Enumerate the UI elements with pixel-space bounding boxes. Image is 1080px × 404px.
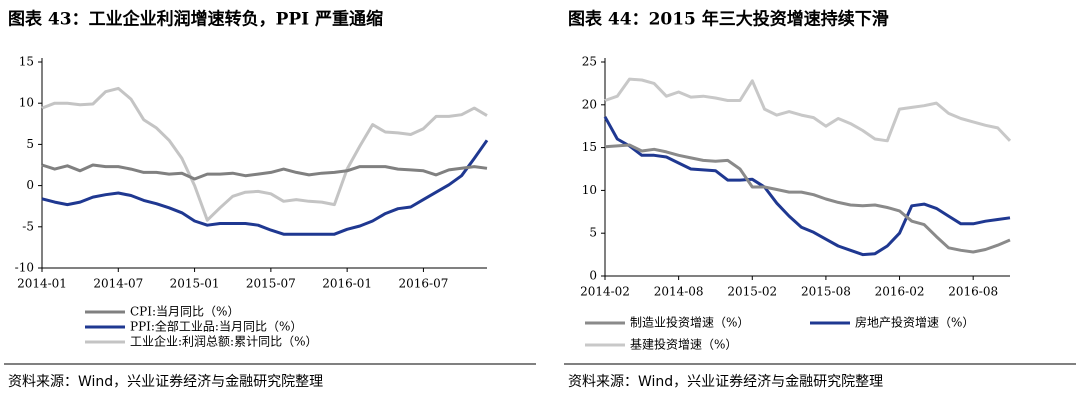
series-line [604,77,1012,143]
x-tick-label: 2016-02 [875,285,925,299]
y-tick-label: 0 [26,178,34,192]
legend-label: 房地产投资增速（%） [855,315,974,330]
legend-label: 基建投资增速（%） [630,337,737,352]
legend-label: 制造业投资增速（%） [630,315,749,330]
x-tick-label: 2015-07 [246,277,296,291]
y-tick-label: 15 [19,55,34,69]
legend-label: CPI:当月同比（%） [130,305,239,319]
source-note: 资料来源：Wind，兴业证券经济与金融研究院整理 [8,374,323,390]
series-line [41,139,489,236]
chart-title: 图表 43：工业企业利润增速转负，PPI 严重通缩 [8,9,383,30]
y-tick-label: 25 [582,55,597,69]
y-tick-label: 5 [26,137,34,151]
x-tick-label: 2016-07 [398,277,448,291]
x-tick-label: 2014-01 [17,277,67,291]
chart-title: 图表 44：2015 年三大投资增速持续下滑 [568,9,889,30]
y-tick-label: -10 [15,261,34,275]
y-tick-label: 10 [19,96,34,110]
series-line [604,143,1011,254]
x-tick-label: 2014-08 [654,285,704,299]
x-tick-label: 2015-08 [801,285,851,299]
x-tick-label: 2014-07 [93,277,143,291]
x-tick-label: 2016-01 [322,277,372,291]
x-tick-label: 2014-02 [580,285,630,299]
legend-label: PPI:全部工业品:当月同比（%） [130,319,302,334]
x-tick-label: 2016-08 [948,285,998,299]
y-tick-label: 10 [582,183,597,197]
x-tick-label: 2015-01 [170,277,220,291]
y-tick-label: -5 [22,219,34,233]
y-tick-label: 20 [582,97,597,111]
legend-label: 工业企业:利润总额:累计同比（%） [130,334,318,349]
series-line [41,163,488,181]
series-line [41,86,488,222]
x-tick-label: 2015-02 [727,285,777,299]
source-note: 资料来源：Wind，兴业证券经济与金融研究院整理 [568,374,883,390]
y-tick-label: 5 [589,226,597,240]
series-line [603,116,1011,257]
y-tick-label: 15 [582,140,597,154]
y-tick-label: 0 [589,269,597,283]
